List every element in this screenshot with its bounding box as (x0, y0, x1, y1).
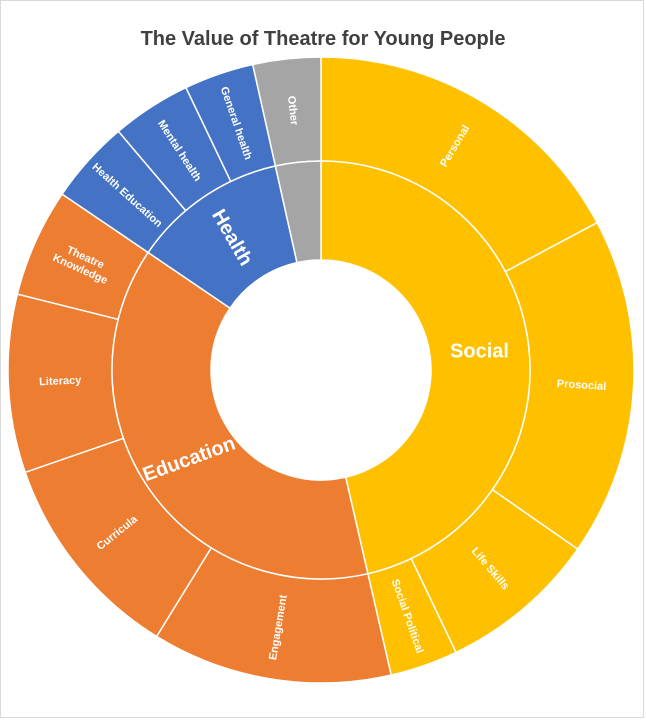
segment-category-other (274, 160, 322, 264)
segments-layer (7, 56, 635, 684)
label-literacy: Literacy (39, 374, 83, 388)
segment-category-social (320, 160, 531, 575)
label-category-social: Social (450, 340, 509, 362)
label-prosocial: Prosocial (556, 378, 606, 393)
segment-category-education (111, 251, 369, 580)
chart-title: The Value of Theatre for Young People (140, 28, 506, 50)
label-other: Other (285, 95, 300, 126)
